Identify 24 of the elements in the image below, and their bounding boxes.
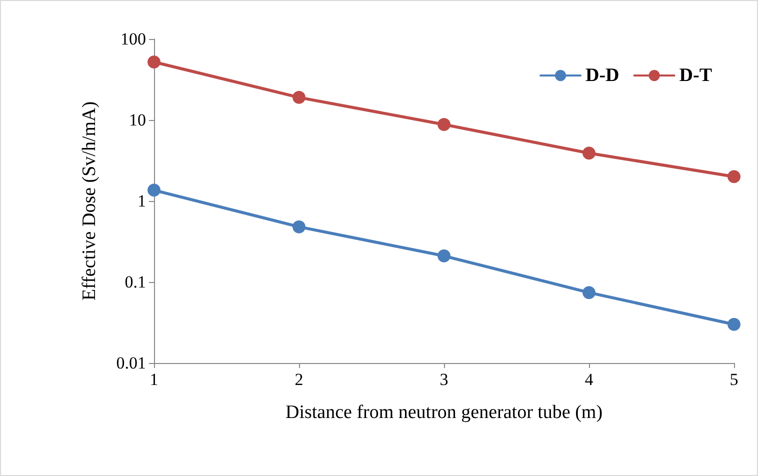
y-tick-label: 0.1: [124, 272, 146, 292]
y-tick-label: 1: [138, 192, 146, 210]
x-tick-label: 5: [730, 370, 738, 389]
x-axis-title: Distance from neutron generator tube (m): [285, 402, 603, 423]
point: [292, 220, 306, 234]
point: [728, 318, 740, 331]
point: [582, 286, 596, 300]
point: [292, 90, 306, 104]
point: [148, 56, 160, 68]
point: [582, 146, 596, 160]
point: [438, 118, 450, 131]
y-tick-label: 0.01: [116, 354, 146, 372]
x-tick-label: 4: [584, 370, 594, 389]
y-tick-label: 100: [120, 30, 146, 48]
y-axis-title: Effective Dose (Sv/h/mA): [79, 101, 100, 301]
x-tick-label: 3: [440, 370, 448, 389]
point: [728, 170, 740, 184]
x-tick-label: 2: [294, 370, 304, 389]
point: [148, 184, 160, 197]
legend-label: D-D: [586, 65, 620, 86]
legend-label: D-T: [679, 65, 712, 86]
point: [438, 249, 450, 262]
y-tick-label: 10: [129, 110, 146, 130]
x-tick-label: 1: [150, 370, 158, 389]
